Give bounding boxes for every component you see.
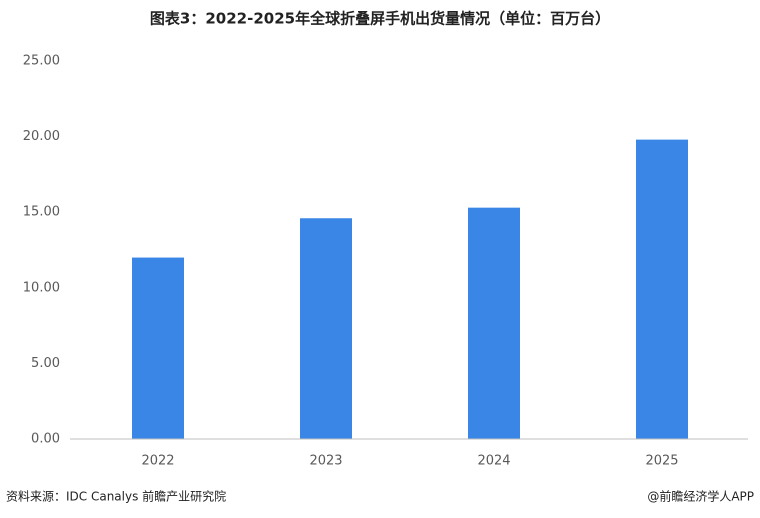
bar [636,139,688,439]
bar [468,207,520,439]
y-tick-label: 10.00 [23,280,60,295]
x-tick-label: 2023 [309,454,342,469]
x-tick-label: 2025 [645,454,678,469]
bar [300,218,352,439]
y-tick-label: 25.00 [23,54,60,69]
source-note: 资料来源：IDC Canalys 前瞻产业研究院 [6,489,226,504]
y-tick-label: 15.00 [23,205,60,220]
bar [132,257,184,439]
x-tick-label: 2024 [477,454,510,469]
y-tick-label: 5.00 [31,356,60,371]
y-tick-label: 0.00 [31,432,60,447]
x-tick-label: 2022 [141,454,174,469]
y-tick-label: 20.00 [23,129,60,144]
chart-title: 图表3：2022-2025年全球折叠屏手机出货量情况（单位：百万台） [150,10,610,28]
credit-note: @前瞻经济学人APP [647,489,754,504]
